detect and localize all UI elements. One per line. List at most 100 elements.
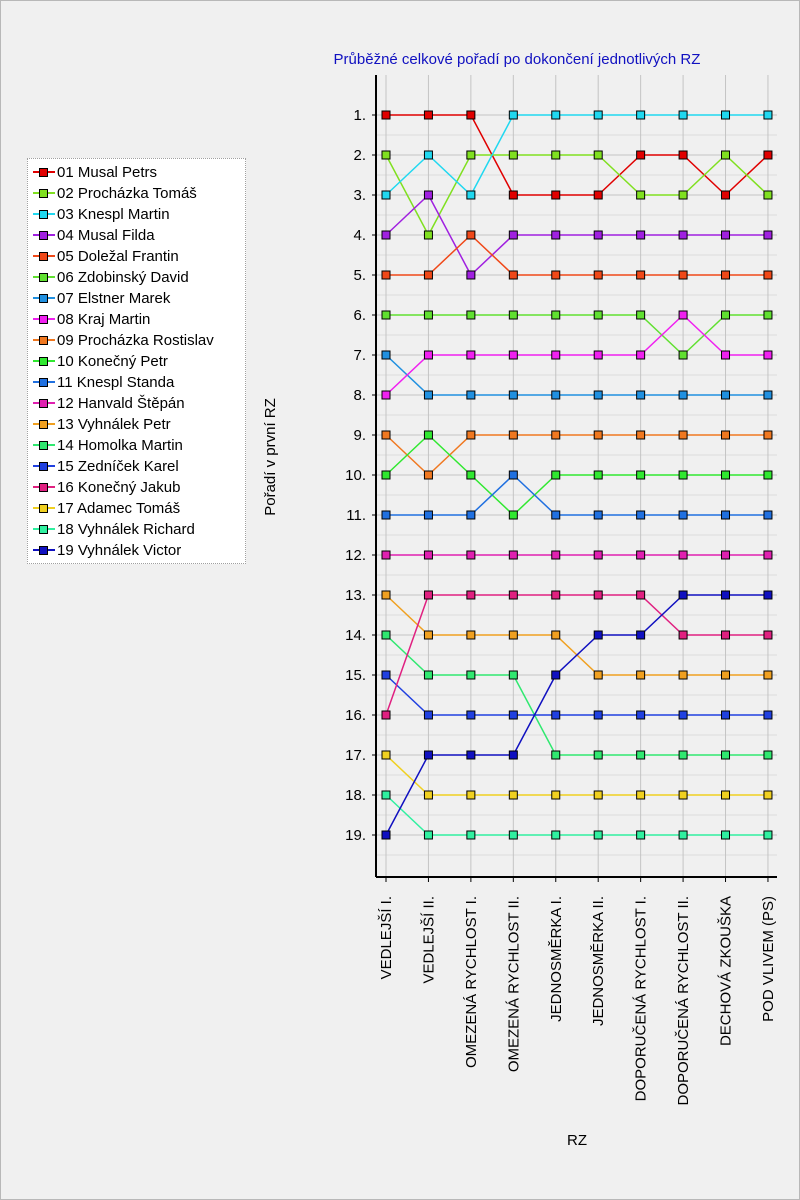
x-tick-label: JEDNOSMĚRKA I.: [548, 896, 565, 1022]
series-line: [385, 114, 768, 197]
data-point: [508, 510, 518, 520]
legend-item: 08 Kraj Martin: [32, 309, 244, 329]
data-point: [678, 190, 688, 200]
data-point: [551, 390, 561, 400]
data-point: [381, 390, 391, 400]
legend-item: 10 Konečný Petr: [32, 351, 244, 371]
y-tick-label: 7.: [353, 347, 366, 364]
x-tick-label: JEDNOSMĚRKA II.: [590, 896, 607, 1026]
y-tick-label: 11.: [346, 507, 366, 524]
y-tick-label: 14.: [345, 627, 366, 644]
data-point: [551, 510, 561, 520]
data-point: [763, 150, 773, 160]
legend-swatch: [32, 501, 56, 515]
data-point: [763, 190, 773, 200]
data-point: [466, 790, 476, 800]
data-point: [678, 670, 688, 680]
data-point: [678, 150, 688, 160]
data-point: [381, 350, 391, 360]
data-point: [423, 630, 433, 640]
legend-swatch: [32, 522, 56, 536]
data-point: [466, 310, 476, 320]
legend-item: 02 Procházka Tomáš: [32, 183, 244, 203]
data-point: [508, 110, 518, 120]
data-point: [551, 270, 561, 280]
data-point: [636, 710, 646, 720]
data-point: [466, 470, 476, 480]
data-point: [551, 150, 561, 160]
data-point: [551, 550, 561, 560]
data-point: [593, 190, 603, 200]
data-point: [423, 230, 433, 240]
data-point: [423, 350, 433, 360]
data-point: [466, 830, 476, 840]
data-point: [678, 110, 688, 120]
data-point: [763, 830, 773, 840]
data-point: [551, 350, 561, 360]
data-point: [678, 270, 688, 280]
data-point: [466, 710, 476, 720]
data-point: [763, 550, 773, 560]
legend-label: 08 Kraj Martin: [57, 310, 151, 328]
data-point: [721, 710, 731, 720]
series-layer: [381, 110, 773, 840]
data-point: [381, 550, 391, 560]
data-point: [636, 790, 646, 800]
chart-title: Průběžné celkové pořadí po dokončení jed…: [334, 51, 701, 68]
data-point: [423, 750, 433, 760]
data-point: [763, 790, 773, 800]
legend-label: 07 Elstner Marek: [57, 289, 171, 307]
data-point: [593, 790, 603, 800]
series-line: [386, 233, 768, 276]
data-point: [763, 630, 773, 640]
data-point: [381, 790, 391, 800]
data-point: [636, 310, 646, 320]
data-point: [508, 390, 518, 400]
legend-swatch: [32, 375, 56, 389]
data-point: [763, 270, 773, 280]
x-tick-label: OMEZENÁ RYCHLOST II.: [505, 896, 522, 1072]
data-point: [721, 150, 731, 160]
y-tick-label: 8.: [353, 387, 366, 404]
legend-item: 15 Zedníček Karel: [32, 456, 244, 476]
series-line: [385, 433, 768, 517]
x-tick-label: OMEZENÁ RYCHLOST I.: [463, 896, 480, 1068]
legend-swatch: [32, 396, 56, 410]
legend-swatch: [32, 291, 56, 305]
data-point: [508, 670, 518, 680]
data-point: [551, 750, 561, 760]
data-point: [508, 550, 518, 560]
data-point: [721, 350, 731, 360]
legend-label: 02 Procházka Tomáš: [57, 184, 197, 202]
data-point: [423, 590, 433, 600]
data-point: [721, 310, 731, 320]
data-point: [423, 470, 433, 480]
legend-swatch: [32, 543, 56, 557]
legend-label: 18 Vyhnálek Richard: [57, 520, 195, 538]
data-point: [593, 270, 603, 280]
data-point: [551, 430, 561, 440]
data-point: [508, 190, 518, 200]
y-axis-label: Pořadí v první RZ: [262, 398, 279, 516]
data-point: [466, 670, 476, 680]
data-point: [508, 470, 518, 480]
data-point: [763, 670, 773, 680]
data-point: [551, 190, 561, 200]
data-point: [508, 430, 518, 440]
data-point: [721, 750, 731, 760]
data-point: [551, 230, 561, 240]
y-tick-label: 17.: [345, 747, 366, 764]
data-point: [551, 830, 561, 840]
legend-label: 09 Procházka Rostislav: [57, 331, 214, 349]
series-line: [385, 594, 768, 716]
data-point: [636, 510, 646, 520]
data-point: [508, 590, 518, 600]
x-tick-label: POD VLIVEM (PS): [760, 896, 777, 1022]
legend-item: 01 Musal Petrs: [32, 162, 244, 182]
legend-item: 19 Vyhnálek Victor: [32, 540, 244, 560]
legend-item: 06 Zdobinský David: [32, 267, 244, 287]
series-line: [385, 153, 769, 237]
legend-swatch: [32, 417, 56, 431]
legend-item: 04 Musal Filda: [32, 225, 244, 245]
